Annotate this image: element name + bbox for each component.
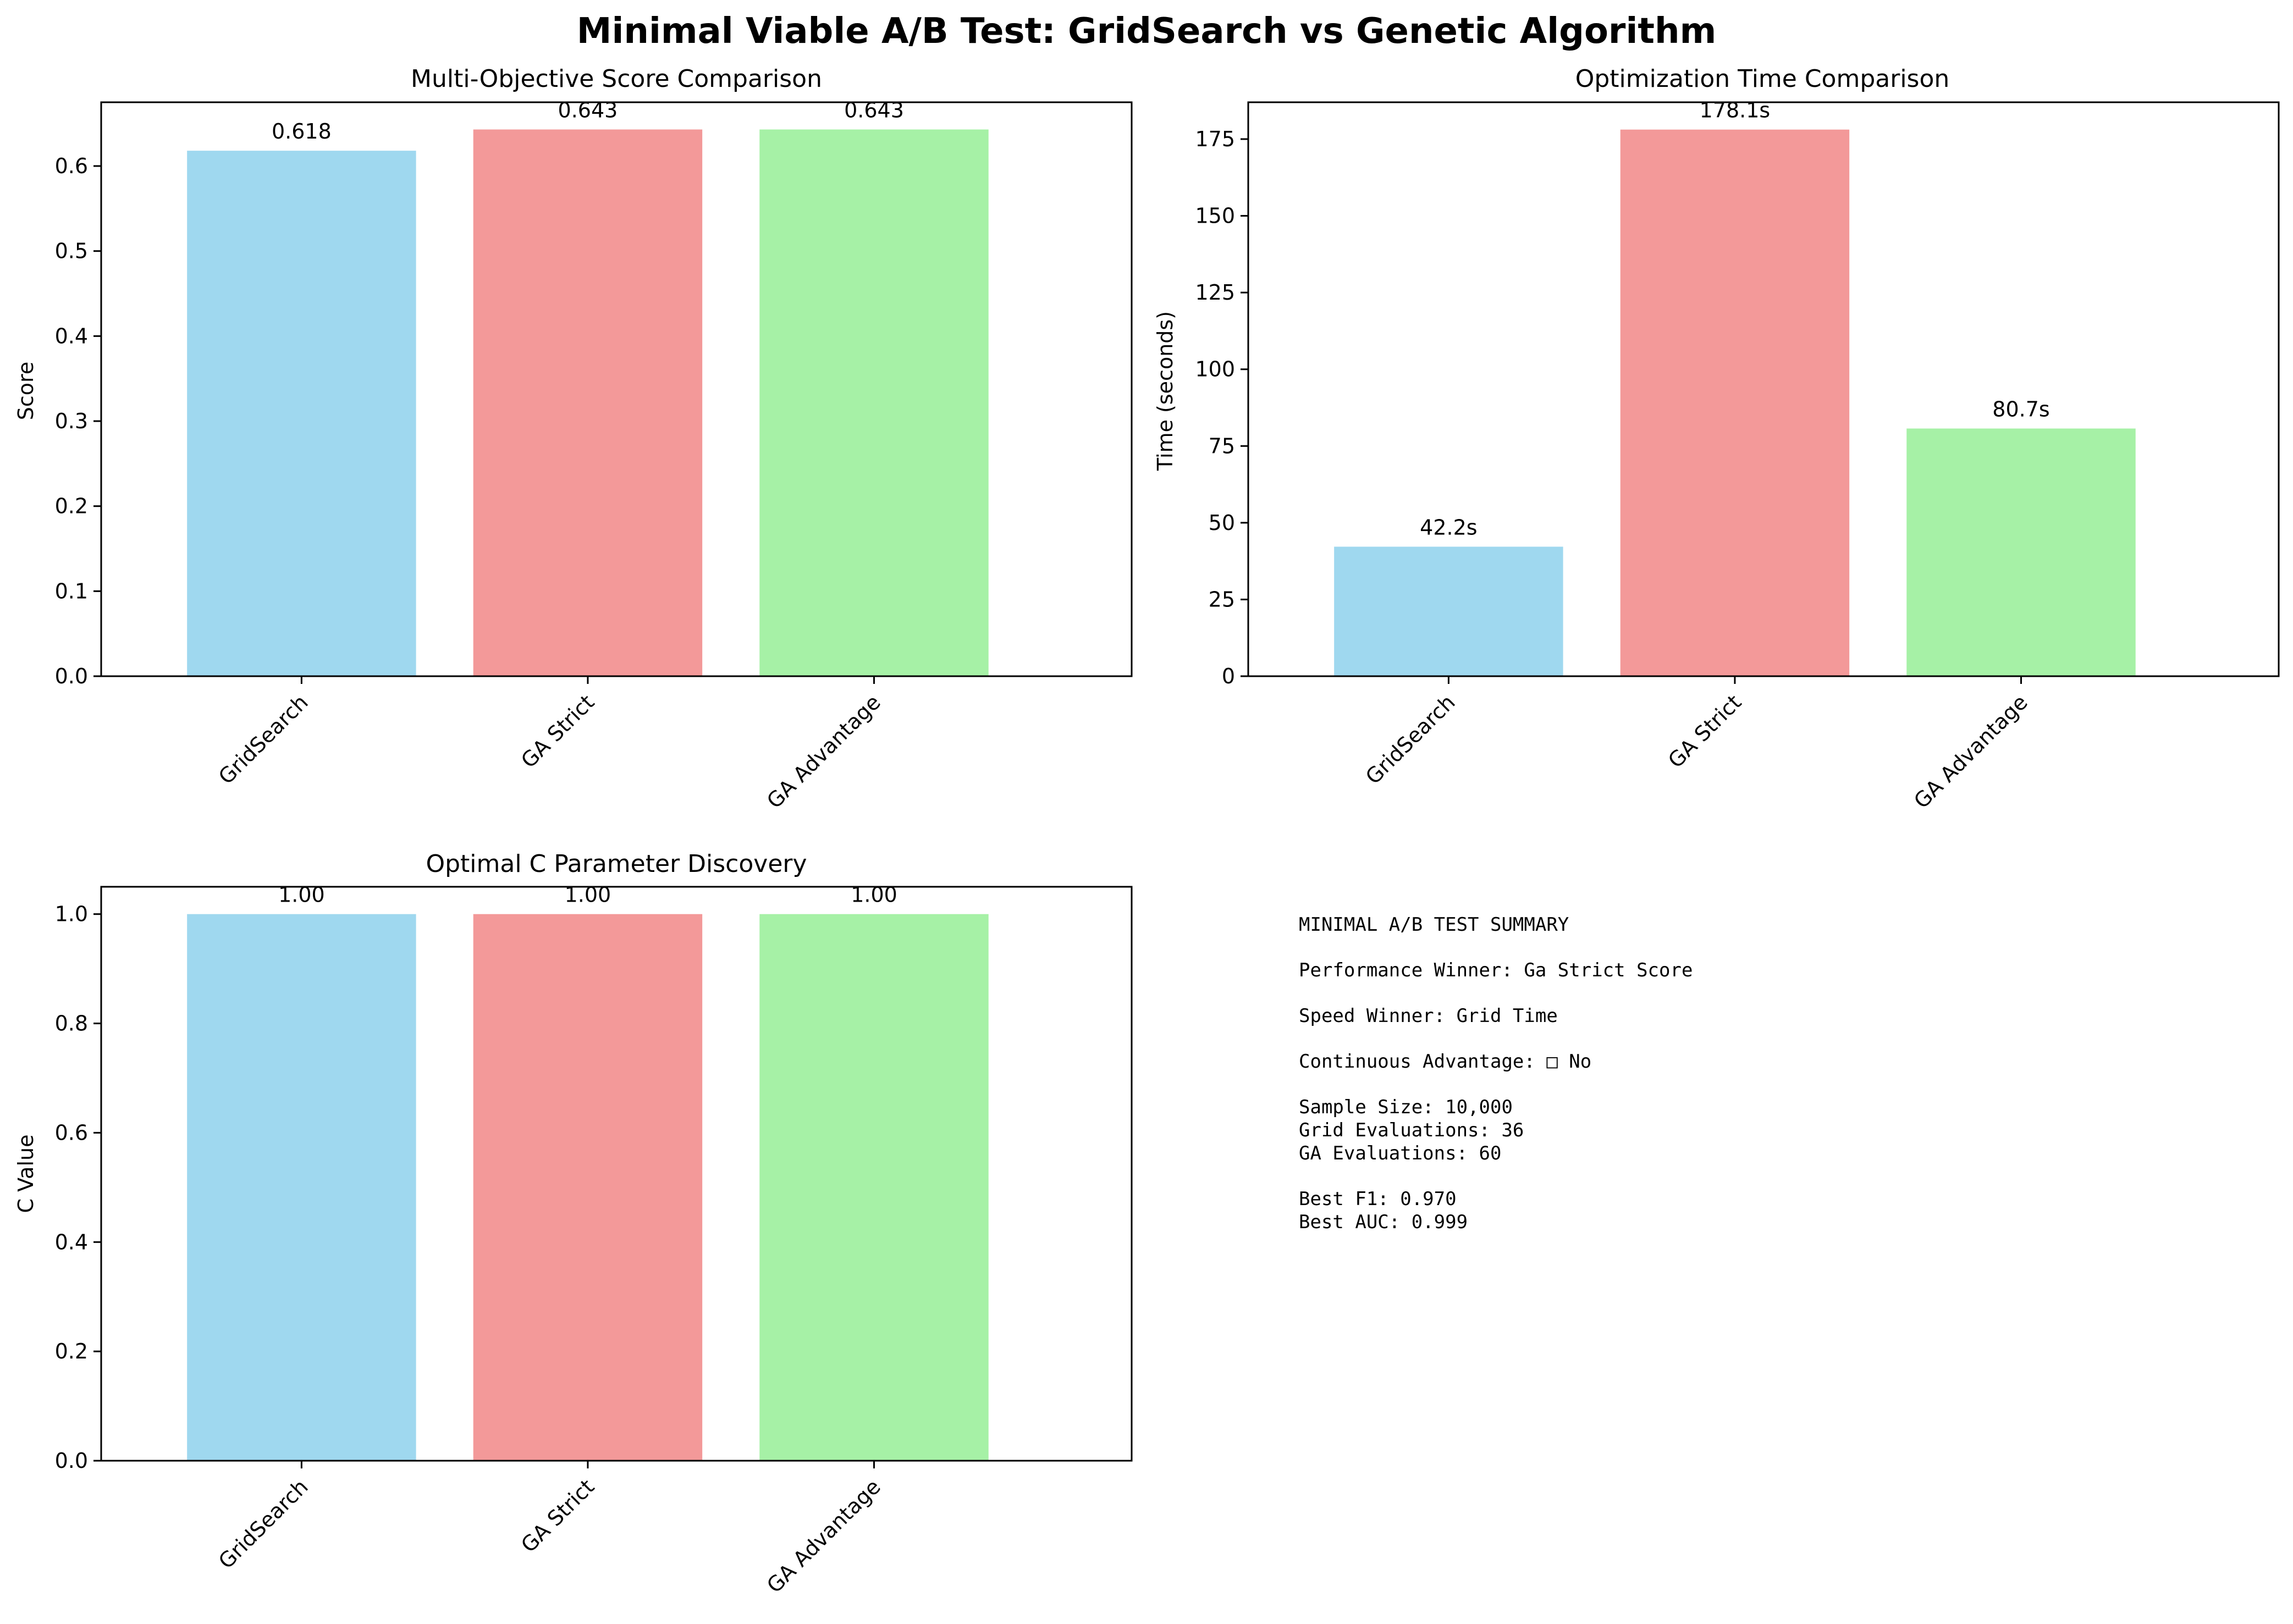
y-axis-label: Score — [14, 362, 38, 420]
bar-ga-advantage — [759, 914, 989, 1461]
y-tick-label: 0.4 — [55, 324, 88, 348]
summary-sample-size: Sample Size: 10,000 — [1299, 1096, 1513, 1118]
y-tick-label: 50 — [1209, 511, 1235, 535]
summary-panel: MINIMAL A/B TEST SUMMARY Performance Win… — [1299, 914, 1693, 1233]
data-label: 80.7s — [1992, 397, 2049, 421]
y-tick-label: 0.8 — [55, 1012, 88, 1036]
summary-grid-evaluations: Grid Evaluations: 36 — [1299, 1119, 1524, 1141]
y-tick-label: 0.1 — [55, 579, 88, 603]
y-tick-label: 0.4 — [55, 1230, 88, 1254]
summary-best-auc: Best AUC: 0.999 — [1299, 1211, 1468, 1233]
summary-performance-winner: Performance Winner: Ga Strict Score — [1299, 959, 1693, 981]
figure-title: Minimal Viable A/B Test: GridSearch vs G… — [577, 11, 1717, 52]
bar-gridsearch — [187, 914, 416, 1461]
bar-ga-advantage — [759, 129, 989, 676]
data-label: 42.2s — [1420, 515, 1477, 539]
summary-speed-winner: Speed Winner: Grid Time — [1299, 1005, 1558, 1027]
y-tick-label: 1.0 — [55, 902, 88, 926]
y-tick-label: 0.3 — [55, 409, 88, 433]
y-tick-label: 0.0 — [55, 1449, 88, 1473]
y-tick-label: 0.6 — [55, 1120, 88, 1145]
bar-gridsearch — [1334, 546, 1563, 676]
y-tick-label: 0 — [1222, 664, 1235, 688]
summary-heading: MINIMAL A/B TEST SUMMARY — [1299, 914, 1569, 936]
summary-best-f1: Best F1: 0.970 — [1299, 1188, 1457, 1210]
bar-gridsearch — [187, 151, 416, 676]
y-tick-label: 0.5 — [55, 239, 88, 263]
y-tick-label: 150 — [1195, 204, 1235, 228]
summary-ga-evaluations: GA Evaluations: 60 — [1299, 1142, 1501, 1164]
y-tick-label: 25 — [1209, 587, 1235, 611]
y-tick-label: 0.6 — [55, 154, 88, 178]
chart-title: Multi-Objective Score Comparison — [411, 65, 822, 93]
data-label: 0.618 — [272, 119, 332, 143]
plot-frame — [100, 101, 1133, 677]
y-tick-label: 100 — [1195, 357, 1235, 382]
y-tick-label: 125 — [1195, 280, 1235, 305]
y-tick-label: 0.0 — [55, 664, 88, 688]
plot-frame — [100, 886, 1133, 1462]
y-tick-label: 175 — [1195, 127, 1235, 151]
chart-title: Optimization Time Comparison — [1575, 65, 1950, 93]
summary-continuous-advantage: Continuous Advantage: □ No — [1299, 1051, 1591, 1073]
bar-ga-strict — [473, 914, 703, 1461]
bar-ga-strict — [473, 129, 703, 676]
chart-title: Optimal C Parameter Discovery — [426, 850, 807, 878]
c-parameter-chart: Optimal C Parameter Discovery C Value 1.… — [14, 850, 1133, 1598]
bar-ga-strict — [1620, 129, 1850, 677]
y-axis-label: Time (seconds) — [1153, 311, 1177, 471]
bar-ga-advantage — [1906, 428, 2136, 676]
y-tick-label: 0.2 — [55, 494, 88, 518]
plot-frame — [1247, 101, 2280, 677]
y-tick-label: 75 — [1209, 434, 1235, 458]
y-tick-label: 0.2 — [55, 1339, 88, 1363]
y-axis-label: C Value — [14, 1135, 38, 1213]
